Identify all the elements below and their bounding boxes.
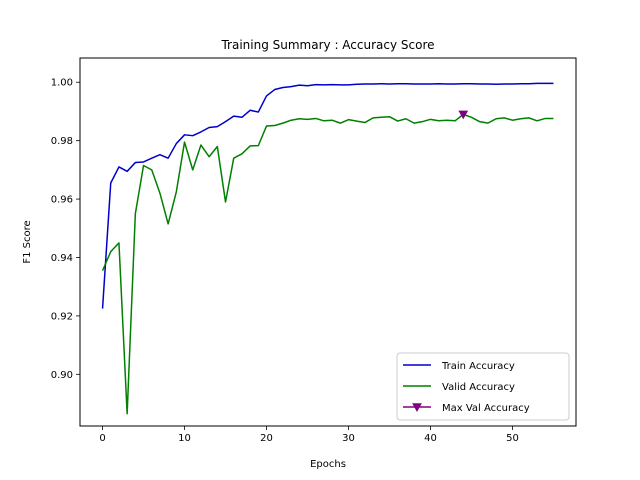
plot-area xyxy=(101,82,554,415)
chart-title: Training Summary : Accuracy Score xyxy=(220,38,434,52)
x-tick-label: 10 xyxy=(178,433,191,444)
y-tick-label: 0.90 xyxy=(51,370,73,381)
x-tick-label: 0 xyxy=(99,433,105,444)
x-axis-label: Epochs xyxy=(310,459,346,470)
x-axis: 0 10 20 30 40 50 xyxy=(99,426,519,444)
legend-box xyxy=(396,352,570,421)
y-tick-label: 0.92 xyxy=(51,311,73,322)
y-tick-label: 1.00 xyxy=(51,78,73,89)
y-tick-label: 0.96 xyxy=(51,195,73,206)
legend-label-max-val: Max Val Accuracy xyxy=(442,403,530,414)
max-val-accuracy-marker xyxy=(458,110,469,120)
x-tick-label: 30 xyxy=(342,433,355,444)
legend-marker-max-val xyxy=(412,403,422,413)
y-tick-label: 0.94 xyxy=(51,253,73,264)
valid-accuracy-line xyxy=(101,113,554,415)
x-tick-label: 50 xyxy=(506,433,519,444)
y-axis-label: F1 Score xyxy=(22,220,33,263)
legend-label-valid: Valid Accuracy xyxy=(442,382,515,393)
y-axis: 0.90 0.92 0.94 0.96 0.98 1.00 xyxy=(51,78,80,381)
x-tick-label: 20 xyxy=(260,433,273,444)
legend: Train Accuracy Valid Accuracy Max Val Ac… xyxy=(396,352,570,421)
plot-frame xyxy=(79,57,577,427)
train-accuracy-line xyxy=(101,82,554,309)
x-tick-label: 40 xyxy=(424,433,437,444)
y-tick-label: 0.98 xyxy=(51,136,73,147)
legend-label-train: Train Accuracy xyxy=(441,361,515,372)
